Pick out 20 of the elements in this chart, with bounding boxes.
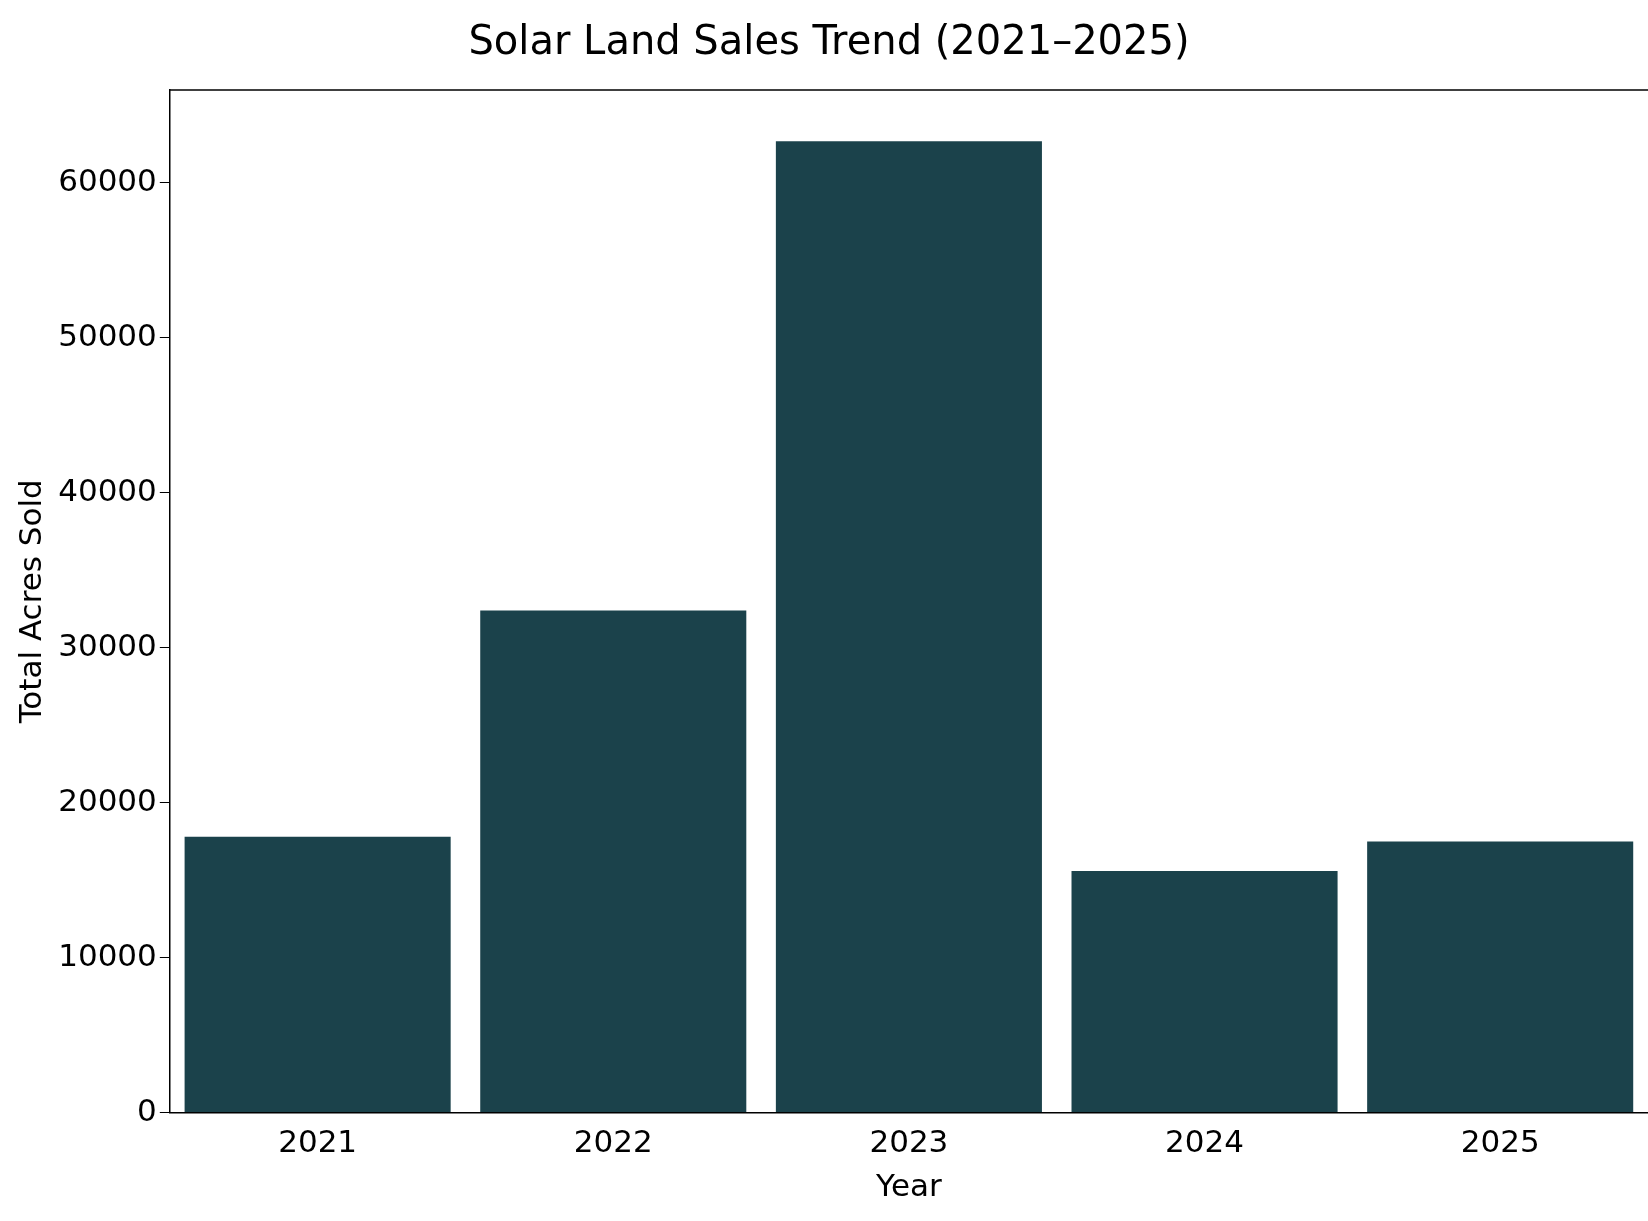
y-tick-label: 40000: [58, 471, 157, 508]
bar: [1367, 841, 1634, 1113]
y-tick-label: 0: [137, 1091, 157, 1128]
x-tick-label: 2023: [869, 1123, 949, 1160]
bar: [775, 141, 1042, 1113]
y-tick-label: 50000: [58, 316, 157, 353]
y-axis-title: Total Acres Sold: [11, 479, 48, 725]
x-tick-label: 2025: [1460, 1123, 1540, 1160]
y-tick-label: 20000: [58, 781, 157, 818]
x-axis-title: Year: [875, 1167, 942, 1204]
x-tick-label: 2021: [278, 1123, 358, 1160]
y-tick-label: 10000: [58, 936, 157, 973]
x-tick-label: 2022: [573, 1123, 653, 1160]
y-tick-label: 30000: [58, 626, 157, 663]
x-tick-label: 2024: [1165, 1123, 1244, 1160]
bar: [184, 836, 451, 1113]
y-tick-label: 60000: [58, 162, 157, 199]
chart-title: Solar Land Sales Trend (2021–2025): [468, 17, 1190, 64]
bar: [480, 610, 747, 1113]
bar: [1071, 870, 1338, 1113]
